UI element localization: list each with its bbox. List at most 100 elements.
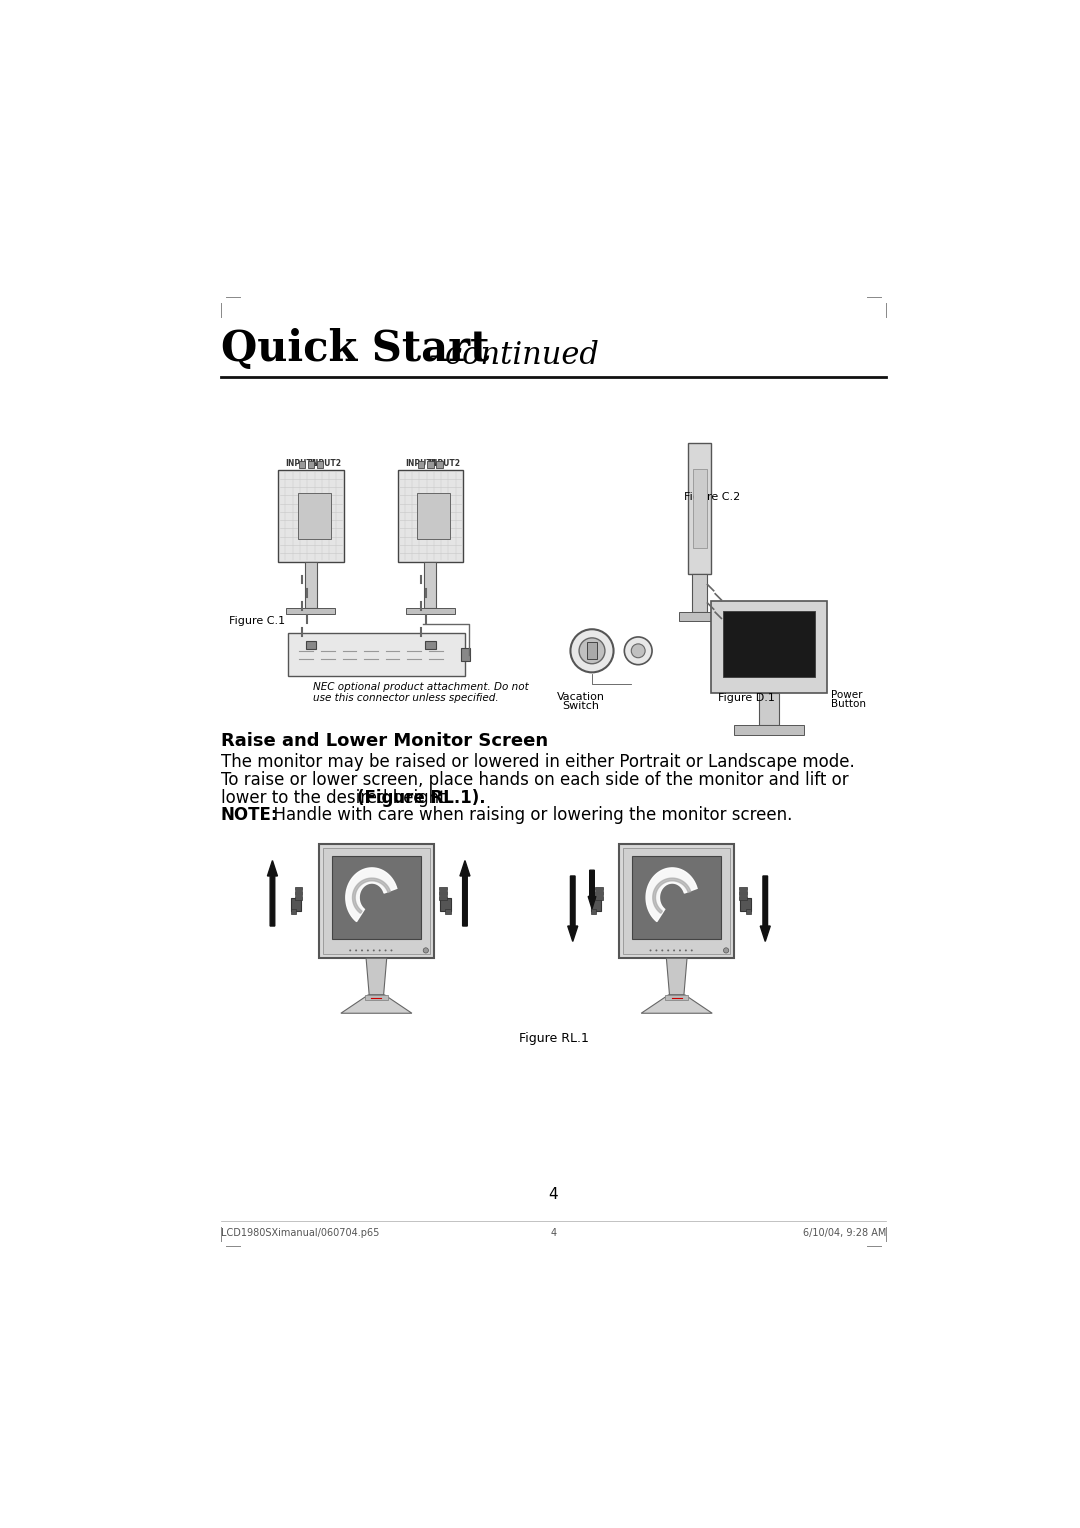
Text: 4: 4 [549,1187,558,1203]
Bar [286,608,336,614]
Circle shape [379,949,380,952]
Polygon shape [760,876,770,941]
Polygon shape [341,995,411,1013]
Bar [723,611,815,677]
Text: NEC optional product attachment. Do not: NEC optional product attachment. Do not [313,681,529,692]
Text: INPUT2: INPUT2 [428,460,460,468]
Bar [323,848,430,955]
Polygon shape [646,868,697,921]
Bar [288,634,465,675]
Bar [739,891,747,895]
Circle shape [361,949,363,952]
Bar [298,461,305,468]
Circle shape [391,949,392,952]
Bar [295,895,302,900]
Bar [734,726,804,735]
Text: Vacation: Vacation [556,692,605,701]
Bar [588,642,596,660]
Bar [692,573,707,613]
Bar [295,886,302,891]
Bar [279,471,343,562]
Bar [397,471,463,562]
Text: INPUT1: INPUT1 [405,460,437,468]
Circle shape [724,947,729,953]
Bar [665,995,688,1001]
Text: 4: 4 [551,1229,556,1238]
Bar [291,898,301,911]
Circle shape [373,949,375,952]
Polygon shape [268,860,278,926]
Polygon shape [642,995,712,1013]
Bar [306,642,316,649]
Bar [438,891,447,895]
Polygon shape [366,958,387,995]
Polygon shape [652,879,691,914]
Bar [438,886,447,891]
Circle shape [649,949,651,952]
Bar [319,843,434,958]
Circle shape [624,637,652,665]
Circle shape [656,949,658,952]
Polygon shape [346,868,396,921]
Circle shape [691,949,692,952]
Bar [712,601,827,694]
Bar [332,856,421,938]
Text: Raise and Lower Monitor Screen: Raise and Lower Monitor Screen [220,732,548,750]
Bar [595,886,603,891]
Bar [739,895,747,900]
Bar [316,461,323,468]
Bar [291,909,296,914]
Bar [406,608,455,614]
Bar [591,898,602,911]
Circle shape [579,637,605,663]
Circle shape [679,949,681,952]
Bar [436,461,443,468]
Bar [298,494,330,539]
Bar [741,898,751,911]
Text: Figure RL.1: Figure RL.1 [518,1033,589,1045]
Bar [418,461,424,468]
Circle shape [632,643,645,657]
Text: LCD1980SXimanual/060704.p65: LCD1980SXimanual/060704.p65 [220,1229,379,1238]
Circle shape [570,630,613,672]
Bar [445,909,450,914]
Text: NOTE:: NOTE: [220,807,279,824]
Text: 6/10/04, 9:28 AM: 6/10/04, 9:28 AM [802,1229,886,1238]
Bar [295,891,302,895]
Polygon shape [568,876,578,941]
Bar [424,562,436,608]
Bar [417,494,450,539]
Bar [623,848,730,955]
Text: –continued: –continued [419,341,598,371]
Bar [595,895,603,900]
Text: INPUT1: INPUT1 [286,460,318,468]
Circle shape [673,949,675,952]
Bar [461,648,471,660]
Polygon shape [352,879,391,914]
Text: Figure C.2: Figure C.2 [685,492,741,503]
Bar [365,995,388,1001]
Polygon shape [460,860,470,926]
Text: use this connector unless specified.: use this connector unless specified. [313,692,499,703]
Bar [595,891,603,895]
Text: Handle with care when raising or lowering the monitor screen.: Handle with care when raising or lowerin… [264,807,793,824]
Bar [438,895,447,900]
Bar [678,613,721,622]
Text: (Figure RL.1).: (Figure RL.1). [356,788,485,807]
Circle shape [667,949,670,952]
Text: Figure D.1: Figure D.1 [717,692,774,703]
Text: The monitor may be raised or lowered in either Portrait or Landscape mode.: The monitor may be raised or lowered in … [220,753,854,772]
Bar [688,443,712,573]
Text: Quick Start: Quick Start [220,327,489,370]
Bar [693,469,706,547]
Circle shape [349,949,351,952]
Text: Figure C.1: Figure C.1 [229,616,285,626]
Bar [632,856,721,938]
Bar [759,694,780,726]
Bar [739,886,747,891]
Text: Switch: Switch [562,701,599,711]
Text: lower to the desired height: lower to the desired height [220,788,450,807]
Text: To raise or lower screen, place hands on each side of the monitor and lift or: To raise or lower screen, place hands on… [220,770,849,788]
Polygon shape [589,871,596,909]
Polygon shape [666,958,687,995]
